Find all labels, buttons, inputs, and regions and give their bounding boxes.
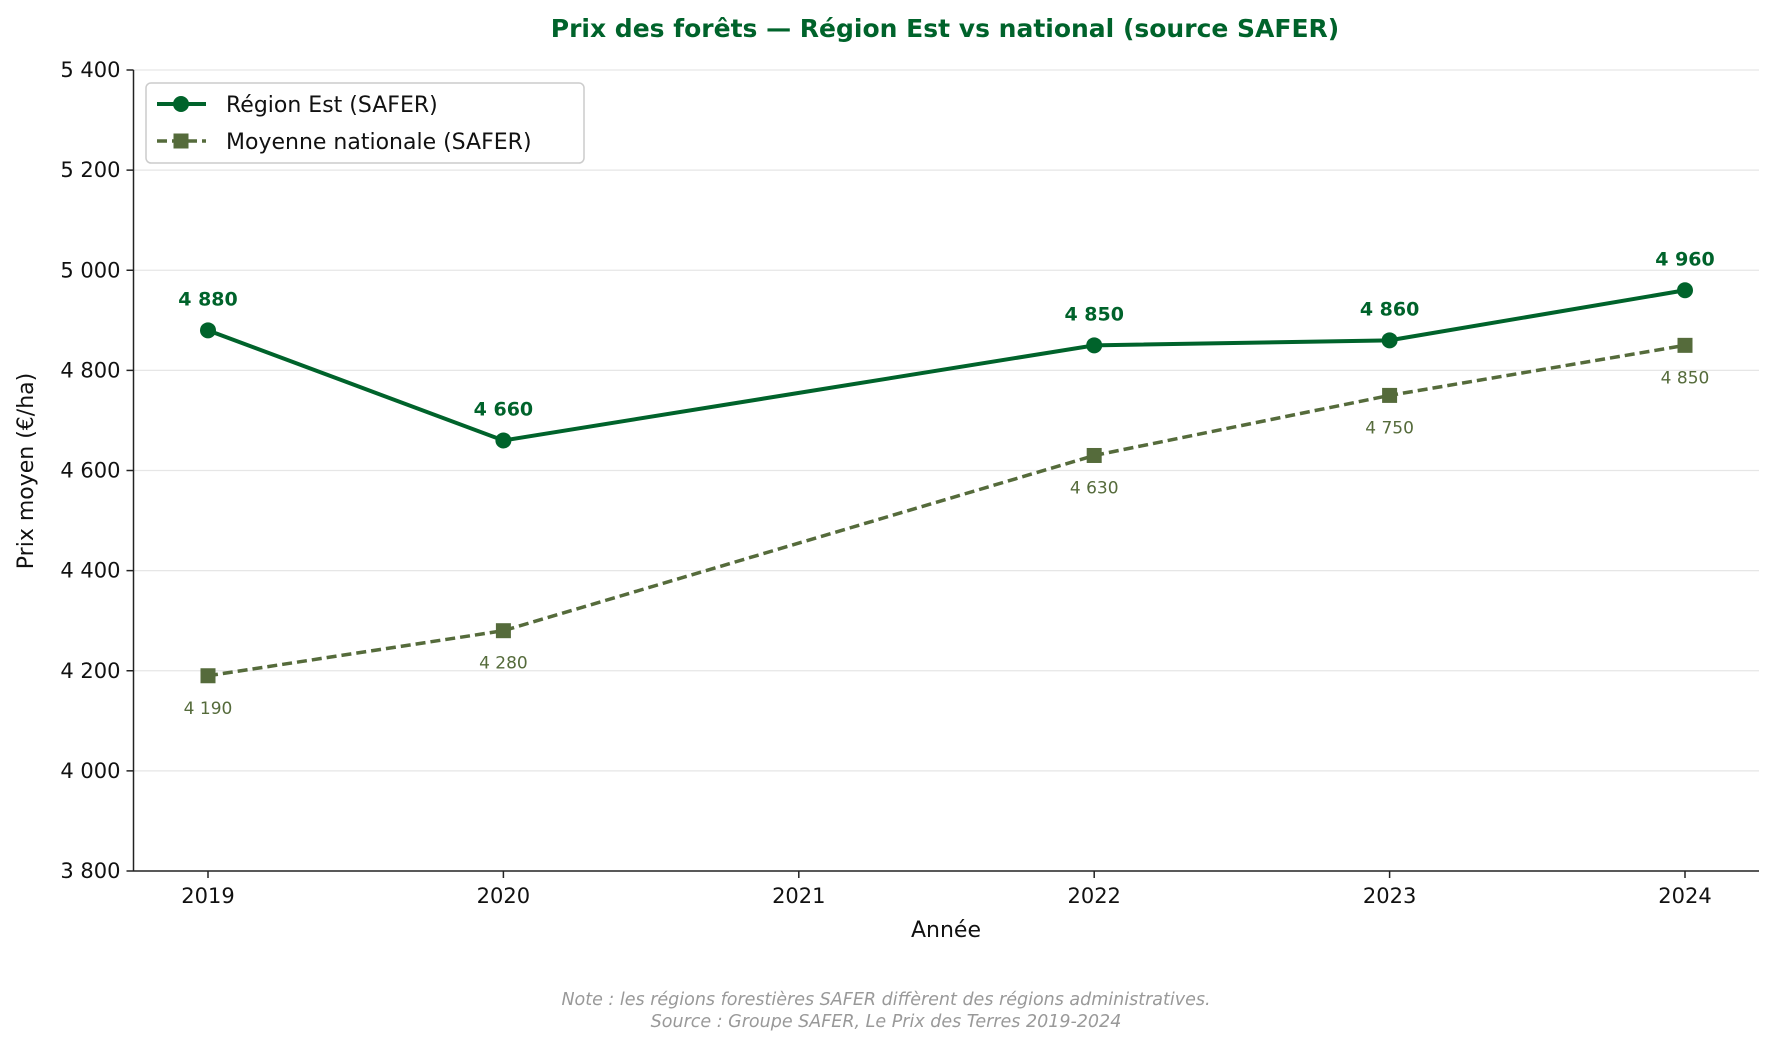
legend-label-national: Moyenne nationale (SAFER) <box>226 130 532 155</box>
x-tick-label: 2024 <box>1658 884 1711 908</box>
chart-title: Prix des forêts — Région Est vs national… <box>551 14 1339 43</box>
y-tick-label: 5 000 <box>60 258 120 282</box>
x-tick-label: 2019 <box>181 884 234 908</box>
footnote-line-1: Note : les régions forestières SAFER dif… <box>561 990 1210 1010</box>
data-point <box>200 322 216 339</box>
y-tick-label: 3 800 <box>60 859 120 883</box>
x-axis-label: Année <box>911 918 981 943</box>
footnote-line-2: Source : Groupe SAFER, Le Prix des Terre… <box>651 1012 1122 1032</box>
x-tick-label: 2020 <box>477 884 530 908</box>
y-tick-label: 4 200 <box>60 659 120 683</box>
data-label: 4 850 <box>1064 303 1124 325</box>
data-point <box>495 432 512 449</box>
data-label: 4 880 <box>178 288 238 310</box>
data-label: 4 660 <box>474 398 534 420</box>
y-tick-label: 4 800 <box>60 358 120 382</box>
y-tick-label: 4 400 <box>60 559 120 583</box>
data-point <box>1381 332 1398 349</box>
data-label: 4 280 <box>479 654 528 674</box>
x-tick-label: 2021 <box>772 884 825 908</box>
y-tick-label: 5 400 <box>60 58 120 82</box>
data-point <box>200 668 216 684</box>
series-line-1 <box>207 343 1686 678</box>
y-tick-label: 5 200 <box>60 158 120 182</box>
data-point <box>1677 337 1693 353</box>
data-label: 4 960 <box>1655 248 1715 270</box>
data-label: 4 850 <box>1661 368 1710 388</box>
data-point <box>1086 447 1102 463</box>
x-tick-label: 2022 <box>1067 884 1120 908</box>
legend-box <box>145 82 585 164</box>
y-tick-label: 4 600 <box>60 459 120 483</box>
data-label: 4 630 <box>1070 478 1119 498</box>
y-axis-label: Prix moyen (€/ha) <box>14 373 39 569</box>
legend-marker-region-est <box>173 96 189 112</box>
legend-label-region-est: Région Est (SAFER) <box>226 93 438 118</box>
data-label: 4 860 <box>1360 298 1420 320</box>
data-point <box>495 623 511 639</box>
legend-marker-national <box>173 133 189 149</box>
data-label: 4 750 <box>1365 418 1414 438</box>
y-tick-label: 4 000 <box>60 759 120 783</box>
x-tick-label: 2023 <box>1363 884 1416 908</box>
data-point <box>1086 337 1103 354</box>
data-point <box>1677 282 1693 299</box>
series-line-0 <box>207 288 1686 443</box>
data-label: 4 190 <box>184 699 233 719</box>
data-point <box>1382 387 1398 403</box>
legend: Région Est (SAFER) Moyenne nationale (SA… <box>145 82 585 164</box>
